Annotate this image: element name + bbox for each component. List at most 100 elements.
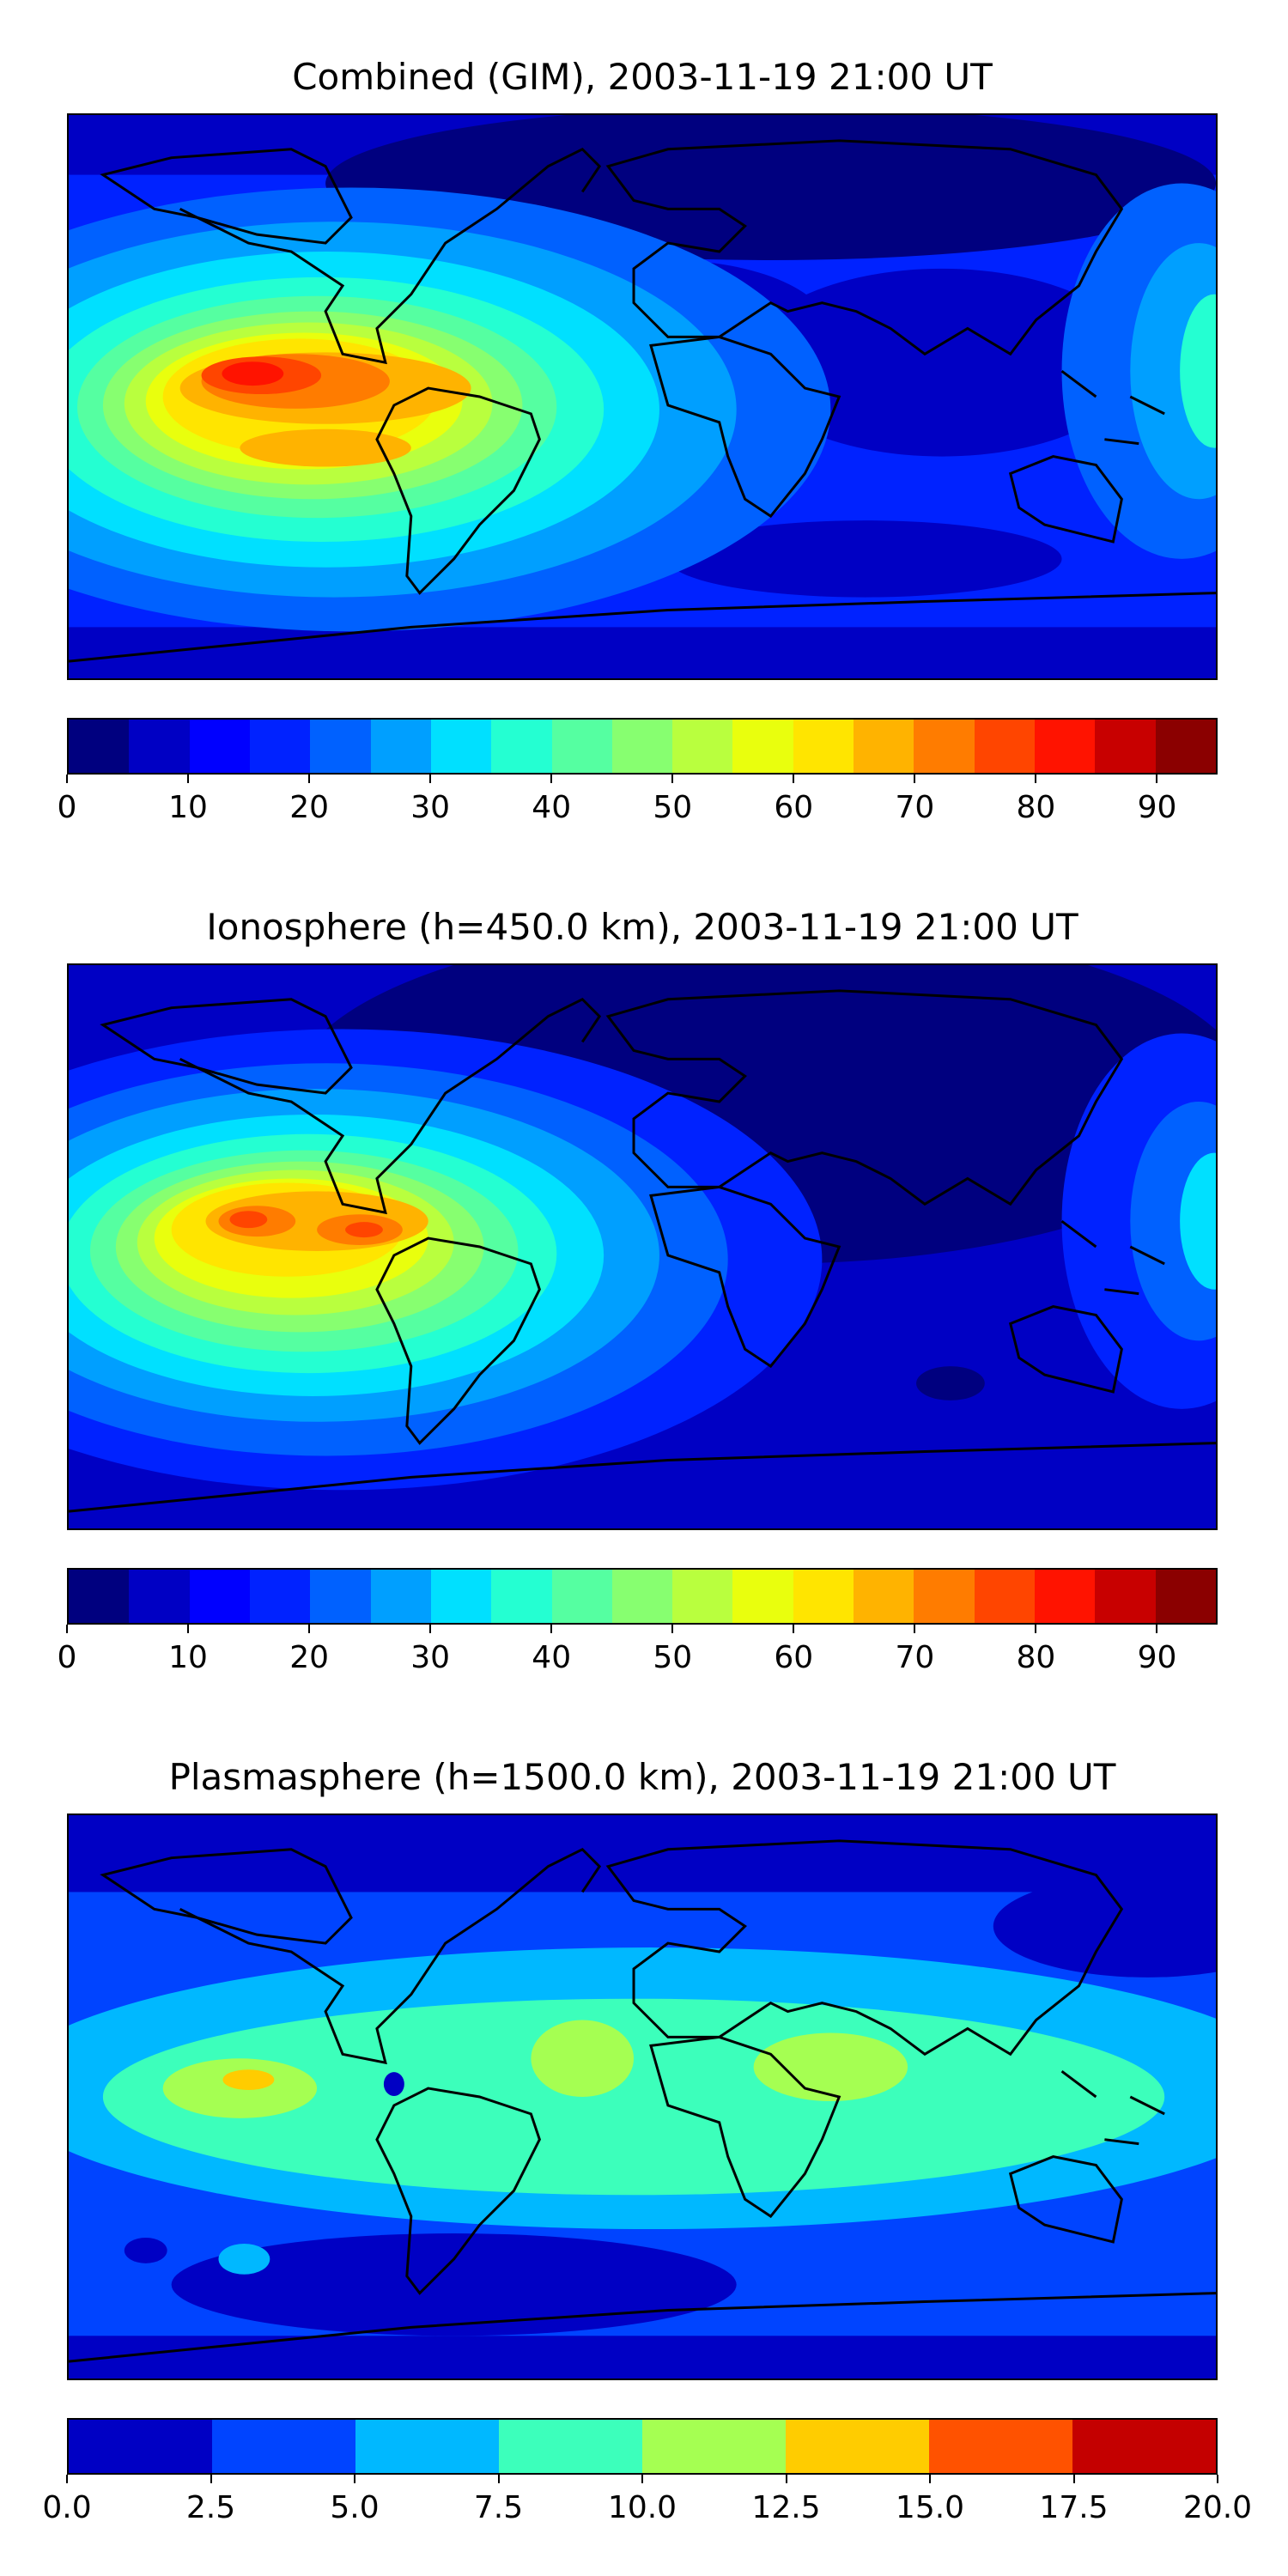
tick-label: 20.0 [1182,2490,1253,2525]
tick-label: 0.0 [42,2490,92,2525]
colorbar-segment [793,1570,854,1623]
combined-tec-map [67,113,1218,680]
tick-mark [793,1625,795,1633]
colorbar-segment [69,1570,130,1623]
colorbar-segment [642,2420,786,2473]
colorbar-segment [914,720,975,773]
tick-label: 80 [1016,790,1056,825]
colorbar-segment [929,2420,1072,2473]
tick-label: 12.5 [751,2490,821,2525]
colorbar-segment [310,720,371,773]
colorbar-segment [69,720,130,773]
colorbar-segment [249,720,311,773]
colorbar-segment [491,720,552,773]
tick-label: 0 [57,1640,77,1675]
colorbar-segment [370,720,431,773]
tick-mark [1035,775,1037,783]
colorbar-segment [551,720,612,773]
tick-label: 15.0 [895,2490,965,2525]
tick-mark [497,2475,500,2483]
tick-label: 10 [168,790,208,825]
tick-label: 60 [774,790,814,825]
colorbar-segment [491,1570,552,1623]
colorbar-segment [854,1570,914,1623]
tick-mark [1217,2475,1218,2483]
colorbar-segment [786,2420,929,2473]
ionosphere-colorbar-ticks: 0 10 20 30 40 50 60 70 80 90 [58,1625,1218,1676]
colorbar-segment [1095,720,1156,773]
plasmasphere-colorbar [67,2418,1218,2475]
colorbar-segment [611,720,673,773]
tick-mark [354,2475,355,2483]
tick-mark [914,1625,916,1633]
tick-mark [641,2475,643,2483]
colorbar-segment [732,720,793,773]
colorbar-segment [129,720,190,773]
tick-label: 30 [410,1640,451,1675]
tick-label: 30 [410,790,451,825]
tick-label: 50 [653,1640,693,1675]
tick-mark [429,1625,432,1633]
tick-mark [187,1625,190,1633]
colorbar-segment [355,2420,499,2473]
colorbar-segment [1072,2420,1216,2473]
tick-label: 2.5 [185,2490,236,2525]
tick-label: 50 [653,790,693,825]
tick-mark [550,775,553,783]
tick-mark [550,1625,553,1633]
colorbar-segment [732,1570,793,1623]
tick-label: 10 [168,1640,208,1675]
tick-mark [429,775,432,783]
plasmasphere-tec-map [67,1814,1218,2380]
tick-mark [785,2475,787,2483]
tick-mark [671,775,674,783]
tick-label: 20 [289,1640,329,1675]
colorbar-segment [974,720,1035,773]
colorbar-segment [69,2420,212,2473]
colorbar-segment [793,720,854,773]
tick-label: 17.5 [1039,2490,1109,2525]
plasmasphere-colorbar-ticks: 0.0 2.5 5.0 7.5 10.0 12.5 15.0 17.5 20.0 [42,2475,1252,2526]
tick-label: 90 [1137,790,1177,825]
colorbar-segment [430,1570,492,1623]
tick-mark [66,775,68,783]
ionosphere-colorbar [67,1568,1218,1625]
tick-mark [929,2475,931,2483]
colorbar-segment [370,1570,431,1623]
colorbar-segment [974,1570,1035,1623]
tick-label: 40 [532,790,572,825]
tick-label: 0 [57,790,77,825]
tick-mark [1156,1625,1158,1633]
colorbar-segment [189,720,250,773]
colorbar-segment [672,720,733,773]
tick-mark [1072,2475,1075,2483]
colorbar-segment [212,2420,355,2473]
panel-title: Ionosphere (h=450.0 km), 2003-11-19 21:0… [206,906,1078,948]
colorbar-segment [249,1570,311,1623]
tick-mark [66,2475,68,2483]
colorbar-segment [914,1570,975,1623]
tick-mark [914,775,916,783]
tick-mark [308,775,311,783]
colorbar-segment [854,720,914,773]
tick-mark [210,2475,212,2483]
colorbar-segment [499,2420,642,2473]
colorbar-segment [129,1570,190,1623]
ionosphere-tec-map [67,963,1218,1530]
tick-label: 10.0 [607,2490,677,2525]
tick-mark [1035,1625,1037,1633]
tick-label: 20 [289,790,329,825]
panel-title: Plasmasphere (h=1500.0 km), 2003-11-19 2… [168,1756,1116,1798]
tick-label: 70 [895,1640,935,1675]
tick-mark [308,1625,311,1633]
tick-label: 70 [895,790,935,825]
colorbar-segment [1155,720,1216,773]
tick-label: 80 [1016,1640,1056,1675]
colorbar-segment [1095,1570,1156,1623]
tick-mark [1156,775,1158,783]
combined-colorbar [67,718,1218,775]
combined-colorbar-ticks: 0 10 20 30 40 50 60 70 80 90 [58,775,1218,826]
tick-label: 40 [532,1640,572,1675]
colorbar-segment [1035,720,1096,773]
colorbar-segment [1155,1570,1216,1623]
